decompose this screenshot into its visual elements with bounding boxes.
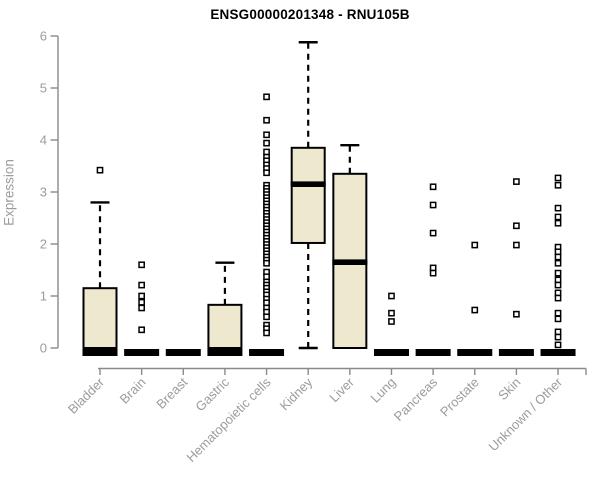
outlier-point-pancreas [429,183,437,191]
median-line-kidney [290,181,326,187]
x-category-label: Pancreas [391,374,441,424]
x-category-label: Unknown / Other [486,374,566,454]
median-line-lung [373,349,409,356]
outlier-point-unknown-other [554,174,562,182]
outlier-point-unknown-other [554,341,562,349]
outlier-point-unknown-other [554,181,562,189]
x-category-label: Lung [368,375,399,406]
outlier-point-hematopoietic-cells [263,313,270,321]
chart-title: ENSG00000201348 - RNU105B [210,7,410,22]
outlier-point-hematopoietic-cells [263,139,270,147]
outlier-point-skin [513,222,520,230]
x-category-label: Gastric [192,374,232,414]
outlier-point-brain [138,261,145,269]
outlier-point-pancreas [429,264,437,272]
outlier-point-skin [513,178,520,185]
y-tick-label: 1 [40,289,47,304]
outlier-point-unknown-other [554,315,562,323]
median-line-prostate [457,349,493,356]
median-line-pancreas [415,349,451,356]
outlier-point-hematopoietic-cells [263,116,270,124]
outlier-point-lung [388,292,395,300]
outlier-point-unknown-other [554,333,562,341]
outlier-point-brain [138,304,145,312]
outlier-point-hematopoietic-cells [263,93,270,101]
outlier-point-unknown-other [554,294,562,302]
outlier-point-brain [138,292,145,300]
y-tick-label: 4 [40,133,47,148]
box-bladder [82,287,118,350]
x-category-label: Liver [326,374,357,405]
median-line-brain [124,349,160,356]
y-tick-label: 5 [40,81,47,96]
y-tick-label: 3 [40,185,47,200]
median-line-liver [332,259,368,265]
outlier-point-brain [138,298,145,306]
outlier-point-unknown-other [554,276,562,284]
outlier-point-brain [138,281,145,289]
outlier-point-prostate [471,241,479,249]
median-line-unknown-other [540,349,576,356]
outlier-point-unknown-other [554,269,562,277]
box-kidney [290,146,326,244]
outlier-point-unknown-other [554,204,562,212]
y-tick-label: 0 [40,341,47,356]
outlier-point-unknown-other [554,281,562,289]
median-line-breast [165,349,201,356]
median-line-gastric [207,349,243,356]
x-category-label: Brain [117,375,149,407]
outlier-point-skin [513,310,520,318]
outlier-point-hematopoietic-cells [263,148,270,156]
outlier-point-pancreas [429,201,437,209]
outlier-point-unknown-other [554,253,562,261]
outlier-point-unknown-other [554,259,562,267]
outlier-point-brain [138,326,145,334]
x-category-label: Bladder [65,374,108,417]
outlier-point-pancreas [429,229,437,237]
x-category-label: Skin [495,375,523,403]
outlier-point-unknown-other [554,328,562,336]
median-line-skin [498,349,534,356]
outlier-point-hematopoietic-cells [263,299,270,307]
outlier-point-lung [388,318,395,325]
outlier-point-bladder [96,166,104,174]
outlier-point-unknown-other [554,289,562,297]
outlier-point-hematopoietic-cells [263,131,270,139]
x-category-label: Prostate [437,375,482,420]
outlier-point-pancreas [429,269,437,277]
outlier-point-lung [388,309,395,317]
outlier-point-unknown-other [554,213,562,221]
outlier-point-hematopoietic-cells [263,169,270,177]
x-category-label: Kidney [277,374,316,413]
y-tick-label: 6 [40,29,47,44]
median-line-hematopoietic-cells [249,349,285,356]
y-tick-label: 2 [40,237,47,252]
outlier-point-unknown-other [554,248,562,256]
outlier-point-skin [513,241,520,249]
outlier-point-hematopoietic-cells [263,273,270,281]
outlier-point-hematopoietic-cells [263,259,270,267]
outlier-point-unknown-other [554,309,562,317]
outlier-point-unknown-other [554,219,562,227]
outlier-point-prostate [471,306,479,314]
median-line-bladder [82,349,118,356]
x-category-label: Breast [153,374,190,411]
box-gastric [207,303,243,349]
outlier-point-hematopoietic-cells [263,329,270,337]
